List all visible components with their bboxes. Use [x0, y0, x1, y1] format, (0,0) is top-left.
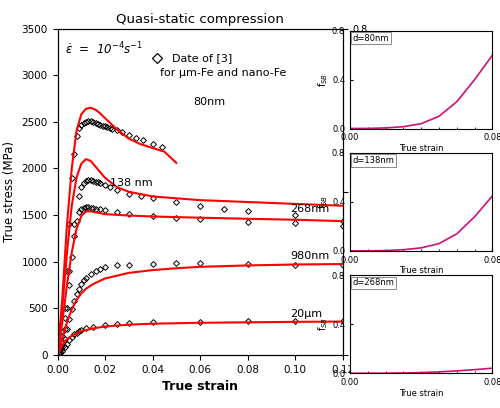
Text: $\dot{\varepsilon}$  =  10$^{-4}$s$^{-1}$: $\dot{\varepsilon}$ = 10$^{-4}$s$^{-1}$ [64, 41, 143, 58]
Text: 268nm: 268nm [290, 204, 330, 215]
Text: for μm-Fe and nano-Fe: for μm-Fe and nano-Fe [160, 68, 286, 78]
X-axis label: True strain: True strain [162, 380, 238, 393]
Text: 138 nm: 138 nm [110, 178, 152, 188]
Y-axis label: f$_{SB}$: f$_{SB}$ [316, 317, 330, 331]
Text: 20μm: 20μm [290, 309, 322, 319]
X-axis label: True strain: True strain [399, 266, 444, 275]
Y-axis label: f$_{SB}$: f$_{SB}$ [316, 195, 330, 209]
X-axis label: True strain: True strain [399, 144, 444, 153]
Text: d=80nm: d=80nm [353, 33, 390, 42]
X-axis label: True strain: True strain [399, 388, 444, 397]
Y-axis label: f$_{SB}$: f$_{SB}$ [316, 73, 330, 86]
Text: 980nm: 980nm [290, 251, 330, 261]
Text: d=268nm: d=268nm [353, 278, 395, 287]
Title: Quasi-static compression: Quasi-static compression [116, 13, 284, 26]
Text: d=138nm: d=138nm [353, 156, 395, 165]
Text: 80nm: 80nm [193, 97, 225, 107]
Y-axis label: True stress (MPa): True stress (MPa) [3, 141, 16, 242]
Text: Date of [3]: Date of [3] [172, 53, 232, 63]
